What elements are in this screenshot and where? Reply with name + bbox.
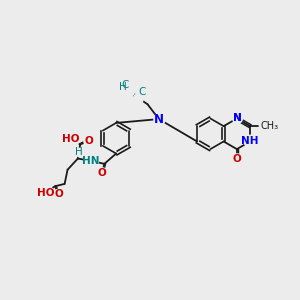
Text: HO: HO	[62, 134, 80, 144]
Text: O: O	[54, 190, 63, 200]
Text: NH: NH	[241, 136, 258, 146]
Text: C: C	[139, 87, 146, 97]
Text: N: N	[232, 113, 241, 124]
Text: O: O	[98, 168, 106, 178]
Text: HO: HO	[37, 188, 55, 198]
Text: O: O	[232, 154, 241, 164]
Text: HN: HN	[82, 156, 100, 166]
Text: CH₃: CH₃	[260, 121, 278, 131]
Text: N: N	[232, 113, 241, 123]
Text: C: C	[122, 80, 129, 90]
Text: O: O	[85, 136, 93, 146]
Text: H: H	[76, 147, 83, 157]
Text: N: N	[154, 112, 164, 126]
Text: H: H	[119, 82, 127, 92]
